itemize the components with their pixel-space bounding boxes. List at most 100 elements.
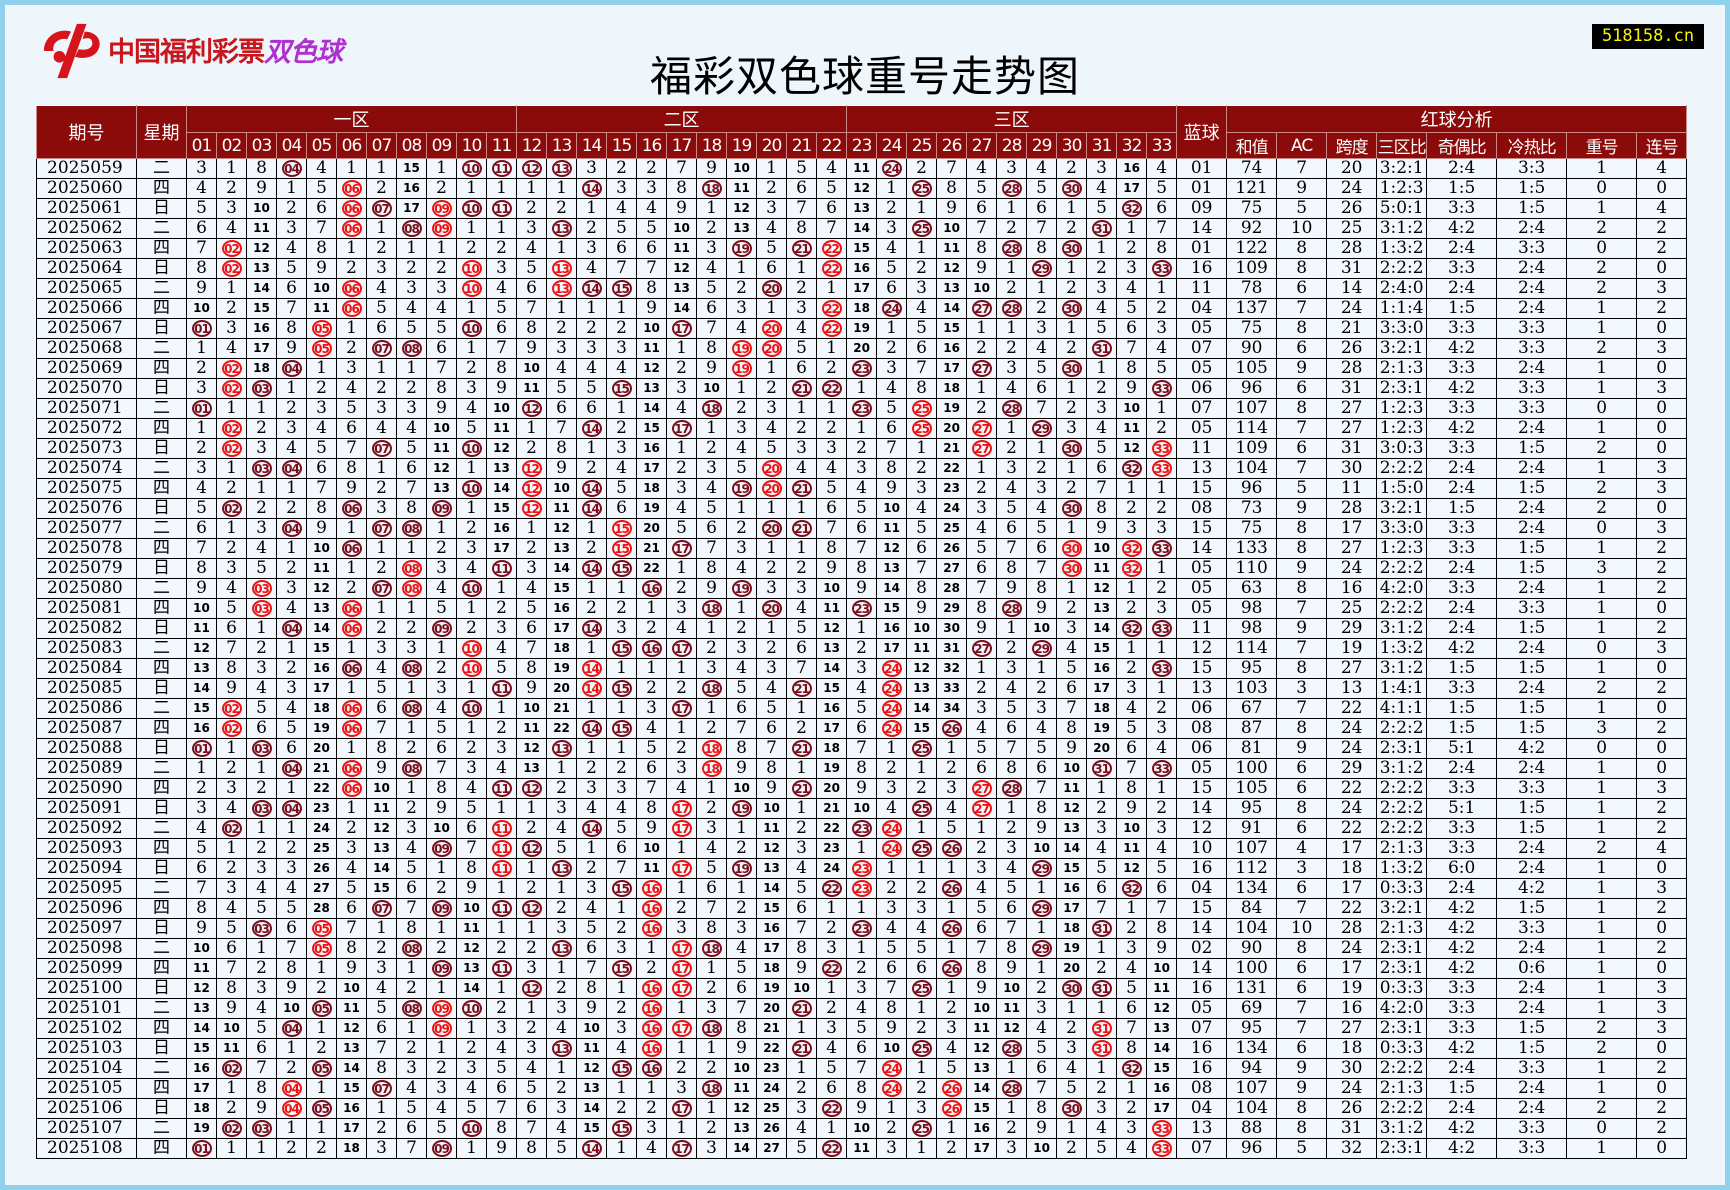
omission-cell-30: 2 xyxy=(1056,278,1088,299)
red-ball-hit-circle: 11 xyxy=(491,820,512,837)
omission-cell-23: 1 xyxy=(846,938,878,959)
red-ball-hit-circle: 28 xyxy=(1001,400,1022,417)
omission-cell-24: 1 xyxy=(876,318,908,339)
ball-cell-15: 15 xyxy=(606,958,638,979)
omission-cell-30: 10 xyxy=(1056,758,1088,779)
ball-cell-29: 29 xyxy=(1026,418,1058,439)
omission-cell-12: 2 xyxy=(516,878,548,899)
omission-cell-21: 6 xyxy=(786,178,818,199)
omission-cell-21: 2 xyxy=(786,1078,818,1099)
omission-cell-30: 2 xyxy=(1056,218,1088,239)
omission-cell-13: 4 xyxy=(546,1018,578,1039)
omission-cell-27: 1 xyxy=(966,818,998,839)
ball-cell-05: 05 xyxy=(306,1058,337,1079)
omission-cell-03: 2 xyxy=(246,958,277,979)
ball-cell-05: 05 xyxy=(306,918,337,939)
omission-cell-09: 1 xyxy=(426,1038,457,1059)
red-ball-hit-circle: 22 xyxy=(821,240,842,257)
omission-cell-14: 12 xyxy=(576,1058,608,1079)
omission-cell-13: 5 xyxy=(546,378,578,399)
omission-cell-25: 2 xyxy=(906,158,938,179)
ball-cell-10: 10 xyxy=(456,658,487,679)
ball-cell-04: 04 xyxy=(276,518,307,539)
odd-even-ratio-cell: 3:3 xyxy=(1426,438,1498,459)
table-row: 2025062 二 6 4 11 3 7 06 1 08 09 1 1 3 13 2 5 5 10 2 13 4 8 7 14 3… xyxy=(36,218,1730,239)
omission-cell-25: 1 xyxy=(906,198,938,219)
omission-cell-08: 8 xyxy=(396,498,427,519)
header-zone-3: 三区 xyxy=(846,105,1178,133)
omission-cell-23: 6 xyxy=(846,518,878,539)
omission-cell-19: 4 xyxy=(726,938,758,959)
omission-cell-26: 4 xyxy=(936,798,968,819)
omission-cell-30: 4 xyxy=(1056,638,1088,659)
omission-cell-28: 1 xyxy=(996,318,1028,339)
omission-cell-02: 4 xyxy=(216,338,247,359)
red-ball-hit-circle: 21 xyxy=(791,240,812,257)
blue-ball-cell: 09 xyxy=(1176,198,1228,219)
omission-cell-33: 5 xyxy=(1146,858,1178,879)
odd-even-ratio-cell: 2:4 xyxy=(1426,278,1498,299)
sum-cell: 114 xyxy=(1226,418,1278,439)
ball-cell-16: 16 xyxy=(636,1018,668,1039)
omission-cell-12: 1 xyxy=(516,418,548,439)
odd-even-ratio-cell: 2:4 xyxy=(1426,758,1498,779)
red-ball-hit-circle: 26 xyxy=(941,1100,962,1117)
omission-cell-27: 12 xyxy=(966,1038,998,1059)
omission-cell-17: 1 xyxy=(666,658,698,679)
omission-cell-19: 5 xyxy=(726,678,758,699)
ball-cell-17: 17 xyxy=(666,818,698,839)
header-ac: AC xyxy=(1276,132,1328,159)
ball-cell-10: 10 xyxy=(456,998,487,1019)
omission-cell-02: 2 xyxy=(216,1098,247,1119)
red-ball-hit-circle: 29 xyxy=(1031,260,1052,277)
omission-cell-31: 20 xyxy=(1086,738,1118,759)
red-ball-hit-circle: 33 xyxy=(1151,260,1172,277)
omission-cell-17: 2 xyxy=(666,898,698,919)
omission-cell-28: 2 xyxy=(996,1118,1028,1139)
omission-cell-04: 3 xyxy=(276,678,307,699)
red-ball-hit-circle: 03 xyxy=(251,1120,272,1137)
red-ball-hit-circle: 31 xyxy=(1091,760,1112,777)
omission-cell-19: 1 xyxy=(726,878,758,899)
omission-cell-02: 2 xyxy=(216,298,247,319)
omission-cell-19: 7 xyxy=(726,998,758,1019)
omission-cell-10: 2 xyxy=(456,618,487,639)
red-ball-hit-circle: 22 xyxy=(821,320,842,337)
ac-cell: 9 xyxy=(1276,1078,1328,1099)
omission-cell-23: 10 xyxy=(846,798,878,819)
period-cell: 2025077 xyxy=(36,518,137,539)
omission-cell-21: 7 xyxy=(786,658,818,679)
weekday-cell: 日 xyxy=(136,498,187,519)
table-row: 2025073 日 2 02 3 4 5 7 07 5 11 10 12 2 8 1 3 16 1 2 4 5 3 3 2 7 1 2… xyxy=(36,438,1730,459)
header-weekday: 星期 xyxy=(136,105,187,159)
omission-cell-22: 2 xyxy=(816,918,848,939)
omission-cell-12: 1 xyxy=(516,998,548,1019)
omission-cell-11: 5 xyxy=(485,298,518,319)
omission-cell-15: 3 xyxy=(606,778,638,799)
red-ball-hit-circle: 09 xyxy=(431,960,452,977)
omission-cell-01: 11 xyxy=(186,618,217,639)
ball-cell-06: 06 xyxy=(336,498,367,519)
omission-cell-10: 4 xyxy=(456,558,487,579)
site-badge[interactable]: 518158.cn xyxy=(1592,24,1704,49)
red-ball-hit-circle: 04 xyxy=(281,1020,302,1037)
ball-cell-14: 14 xyxy=(576,178,608,199)
omission-cell-27: 17 xyxy=(966,1138,998,1159)
ball-cell-17: 17 xyxy=(666,418,698,439)
omission-cell-19: 5 xyxy=(726,958,758,979)
sum-cell: 114 xyxy=(1226,638,1278,659)
omission-cell-13: 15 xyxy=(546,578,578,599)
red-ball-hit-circle: 27 xyxy=(971,780,992,797)
red-ball-hit-circle: 02 xyxy=(221,380,242,397)
omission-cell-07: 8 xyxy=(366,738,397,759)
sum-cell: 105 xyxy=(1226,358,1278,379)
omission-cell-26: 5 xyxy=(936,818,968,839)
omission-cell-16: 1 xyxy=(636,1078,668,1099)
ball-cell-28: 28 xyxy=(996,178,1028,199)
omission-cell-14: 2 xyxy=(576,758,608,779)
omission-cell-04: 1 xyxy=(276,1118,307,1139)
omission-cell-33: 16 xyxy=(1146,1078,1178,1099)
omission-cell-23: 10 xyxy=(846,1118,878,1139)
omission-cell-05: 12 xyxy=(306,578,337,599)
red-ball-hit-circle: 29 xyxy=(1031,420,1052,437)
